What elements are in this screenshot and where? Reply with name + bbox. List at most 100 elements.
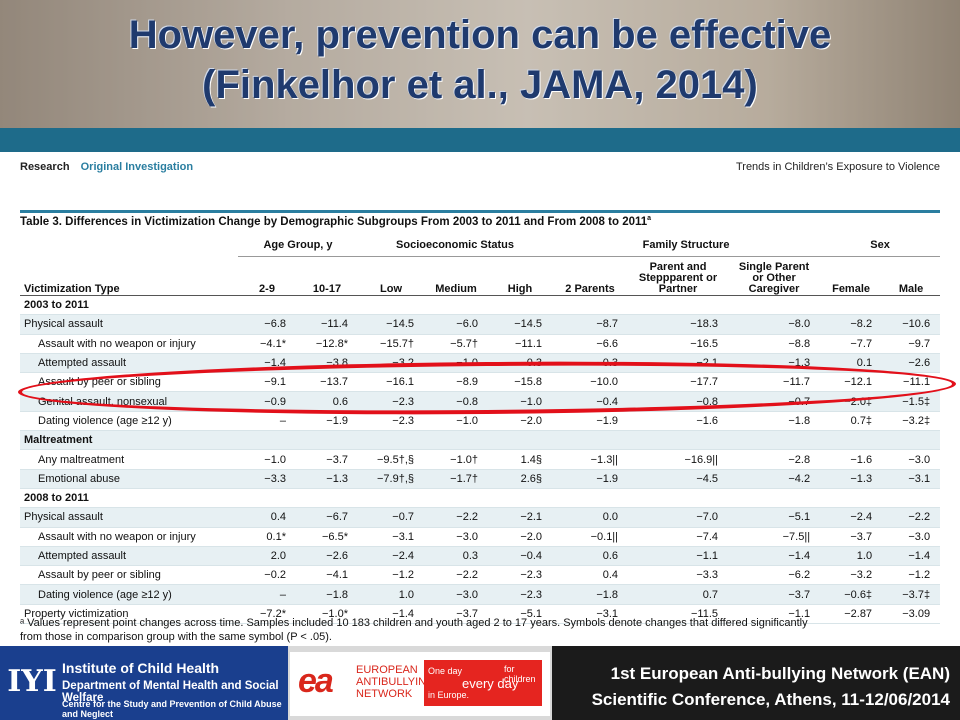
table-cell: −13.7	[320, 376, 348, 389]
table-cell: −0.2	[264, 569, 286, 582]
table-title-footnote-mark: a	[647, 215, 652, 222]
table-cell: −0.7	[358, 507, 424, 528]
subsection-label: Original Investigation	[80, 161, 194, 173]
table-cell: −1.8	[788, 414, 811, 427]
row-label: Assault with no weapon or injury	[38, 337, 196, 350]
row-label: Physical assault	[20, 507, 238, 528]
table-cell: 1.0	[358, 584, 424, 605]
table-cell: −4.5	[628, 469, 729, 489]
table-cell: −3.2‡	[902, 414, 931, 427]
table-cell: −1.9	[552, 469, 629, 489]
table-cell: −0.6‡	[820, 584, 883, 605]
column-header: Parent and Steppparent or Partner	[628, 256, 729, 296]
table-cell: −1.1	[628, 546, 729, 566]
table-cell: −10.6	[882, 314, 941, 335]
table-cell: −0.8	[424, 391, 488, 412]
table-cell: −15.8	[514, 376, 543, 389]
slide-footer: IYI Institute of Child Health Department…	[0, 646, 960, 720]
row-label: Dating violence (age ≥12 y)	[20, 584, 238, 605]
table-cell: −1.3||	[590, 453, 619, 466]
table-cell: −1.0	[456, 414, 478, 427]
article-page: Research Original Investigation Trends i…	[0, 128, 960, 646]
table-cell: −8.9	[456, 376, 478, 389]
table-cell: −8.8	[788, 337, 811, 350]
table-cell: 1.0	[820, 546, 883, 566]
table-cell: −1.6	[696, 414, 719, 427]
conference-details: Scientific Conference, Athens, 11-12/06/…	[591, 690, 950, 709]
column-header: Male	[882, 256, 941, 296]
table-cell: −2.6	[296, 546, 358, 566]
table-row: Emotional abuse −3.3 −1.3 −7.9†,§ −1.7† 2.6§ −…	[20, 469, 941, 489]
table-cell: −15.7†	[380, 337, 414, 350]
table-cell: −1.0*	[322, 607, 348, 620]
ean-slogan-part: One day	[428, 666, 463, 676]
table-cell: −1.6	[850, 453, 873, 466]
table-row: Physical assault −6.8 −11.4 −14.5 −6.0 −14.5−…	[20, 314, 941, 335]
table-cell: 2.6§	[488, 469, 553, 489]
table-cell: −1.4	[392, 607, 414, 620]
table-row: Property victimization −7.2* −1.0* −1.4 −3.7…	[20, 604, 941, 624]
table-cell: −0.3	[488, 353, 553, 373]
table-cell: −1.4	[728, 546, 821, 566]
title-line-2: (Finkelhor et al., JAMA, 2014)	[202, 63, 758, 107]
row-label: Physical assault	[20, 314, 238, 335]
table-cell: −1.9	[596, 414, 619, 427]
row-label: Dating violence (age ≥12 y)	[38, 414, 172, 427]
ean-name-line: NETWORK	[356, 688, 413, 700]
ean-name: EUROPEAN ANTIBULLYING NETWORK	[356, 664, 435, 700]
section-label: Maltreatment	[20, 430, 941, 450]
table-cell: −2.2	[424, 507, 488, 528]
table-cell: −1.8	[296, 584, 358, 605]
table-cell: −1.2	[392, 569, 414, 582]
table-cell: −1.1	[788, 607, 811, 620]
table-cell: −0.8	[628, 391, 729, 412]
table-cell: 0.6	[552, 546, 629, 566]
table-rule	[20, 210, 940, 213]
table-cell: −2.1	[628, 353, 729, 373]
table-cell: −2.3	[520, 569, 543, 582]
table-cell: −7.2*	[260, 607, 286, 620]
table-cell: −0.3	[552, 353, 629, 373]
ean-slogan-every: every	[462, 676, 494, 691]
conference-banner: 1st European Anti-bullying Network (EAN)…	[552, 646, 960, 720]
table-cell: −3.2	[358, 353, 424, 373]
table-cell: –	[279, 414, 286, 427]
column-header: Female	[820, 256, 883, 296]
table-body: 2003 to 2011 Physical assault −6.8 −11.4 −14…	[20, 296, 941, 624]
table-cell: −2.2	[456, 569, 478, 582]
ean-slogan-day: day	[497, 676, 519, 691]
table-cell: 0.4	[238, 507, 296, 528]
table-cell: −4.1	[326, 569, 348, 582]
table-cell: −3.8	[296, 353, 358, 373]
article-top-bar	[0, 128, 960, 152]
table-cell: −9.7	[908, 337, 931, 350]
table-cell: −16.9||	[684, 453, 719, 466]
row-label: Attempted assault	[20, 546, 238, 566]
table-cell: −3.0	[908, 453, 931, 466]
ich-centre: Centre for the Study and Prevention of C…	[62, 699, 282, 719]
table-cell: −18.3	[628, 314, 729, 335]
table-cell: −1.4	[882, 546, 941, 566]
table-row: Assault with no weapon or injury 0.1* −6.5…	[20, 527, 941, 547]
table-cell: −4.2	[728, 469, 821, 489]
table-cell: −11.1	[515, 337, 543, 350]
column-header: Single Parent or Other Caregiver	[728, 256, 821, 296]
title-line-1: However, prevention can be effective	[128, 13, 832, 57]
table-cell: −3.7‡	[882, 584, 941, 605]
table-cell: 0.3	[424, 546, 488, 566]
table-row: Assault by peer or sibling −0.2 −4.1 −1.2 −2…	[20, 566, 941, 585]
ean-name-line: ANTIBULLYING	[356, 676, 435, 688]
table-cell: −6.6	[596, 337, 619, 350]
table-cell: −3.0	[908, 530, 931, 543]
table-cell: −2.3	[392, 414, 414, 427]
section-row: 2008 to 2011	[20, 488, 941, 508]
table-cell: −1.0	[488, 391, 553, 412]
table-row: Genital assault, nonsexual −0.9 0.6 −2.3 −0.…	[20, 391, 941, 412]
table-cell: −2.3	[488, 584, 553, 605]
table-title: Table 3. Differences in Victimization Ch…	[20, 215, 651, 228]
footnote-line-1: ᵃ Values represent point changes across …	[20, 617, 808, 629]
table-cell: −8.2	[820, 314, 883, 335]
table-cell: −1.8	[552, 584, 629, 605]
table-row: Physical assault 0.4 −6.7 −0.7 −2.2 −2.1 0.0 −7…	[20, 507, 941, 528]
table-cell: −2.8	[788, 453, 811, 466]
